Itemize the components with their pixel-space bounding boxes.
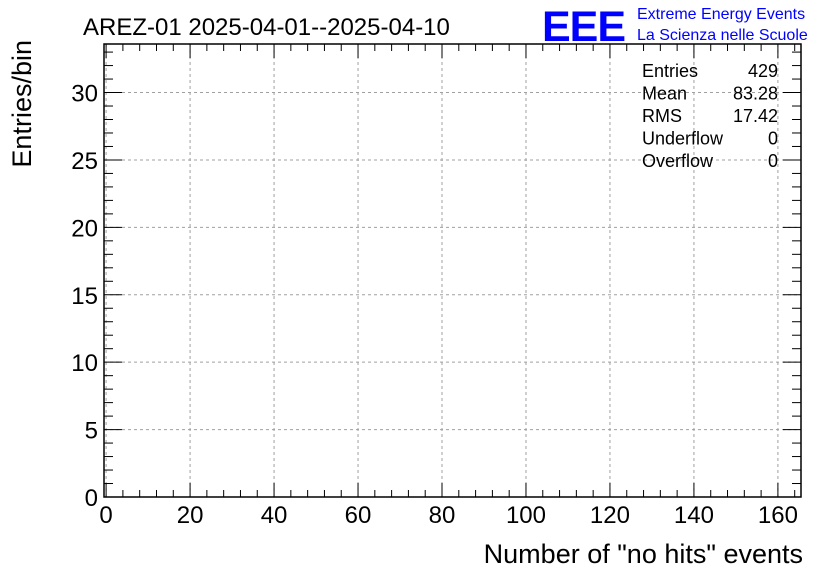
stats-value: 17.42 xyxy=(733,106,778,126)
y-tick-label: 5 xyxy=(85,418,98,445)
y-axis-label: Entries/bin xyxy=(7,40,37,168)
eee-logo-mark: EEE xyxy=(542,3,625,51)
eee-logo-line-2: La Scienza nelle Scuole xyxy=(637,27,808,44)
y-tick-label: 30 xyxy=(71,81,98,108)
stats-label: RMS xyxy=(642,106,682,126)
chart-title: AREZ-01 2025-04-01--2025-04-10 xyxy=(83,14,450,41)
y-tick-label: 15 xyxy=(71,283,98,310)
tick-labels-layer: 0 20 40 60 80 100 120 140 160 0 5 10 15 20 25 30 xyxy=(71,81,798,529)
y-tick-label: 20 xyxy=(71,215,98,242)
eee-logo-line-1: Extreme Energy Events xyxy=(637,6,805,23)
stats-label: Overflow xyxy=(642,151,714,171)
stats-value: 83.28 xyxy=(733,84,778,104)
x-tick-label: 40 xyxy=(261,502,288,529)
x-axis-label: Number of "no hits" events xyxy=(484,539,803,569)
stats-value: 0 xyxy=(768,129,778,149)
x-tick-label: 160 xyxy=(758,502,798,529)
x-tick-label: 60 xyxy=(345,502,372,529)
eee-logo: EEE Extreme Energy Events La Scienza nel… xyxy=(542,3,808,51)
y-tick-label: 0 xyxy=(85,485,98,512)
stats-value: 0 xyxy=(768,151,778,171)
stats-value: 429 xyxy=(748,61,778,81)
stats-box: Entries 429 Mean 83.28 RMS 17.42 Underflow 0 Ove… xyxy=(642,61,778,171)
stats-label: Underflow xyxy=(642,129,724,149)
x-tick-label: 0 xyxy=(99,502,112,529)
stats-label: Mean xyxy=(642,84,687,104)
x-tick-label: 80 xyxy=(429,502,456,529)
x-tick-label: 120 xyxy=(590,502,630,529)
plot-frame xyxy=(103,43,802,498)
x-tick-label: 20 xyxy=(177,502,204,529)
y-tick-label: 10 xyxy=(71,350,98,377)
y-tick-label: 25 xyxy=(71,148,98,175)
stats-label: Entries xyxy=(642,61,698,81)
ticks-layer xyxy=(104,44,801,498)
grid-layer xyxy=(104,44,801,497)
x-tick-label: 140 xyxy=(674,502,714,529)
x-tick-label: 100 xyxy=(506,502,546,529)
